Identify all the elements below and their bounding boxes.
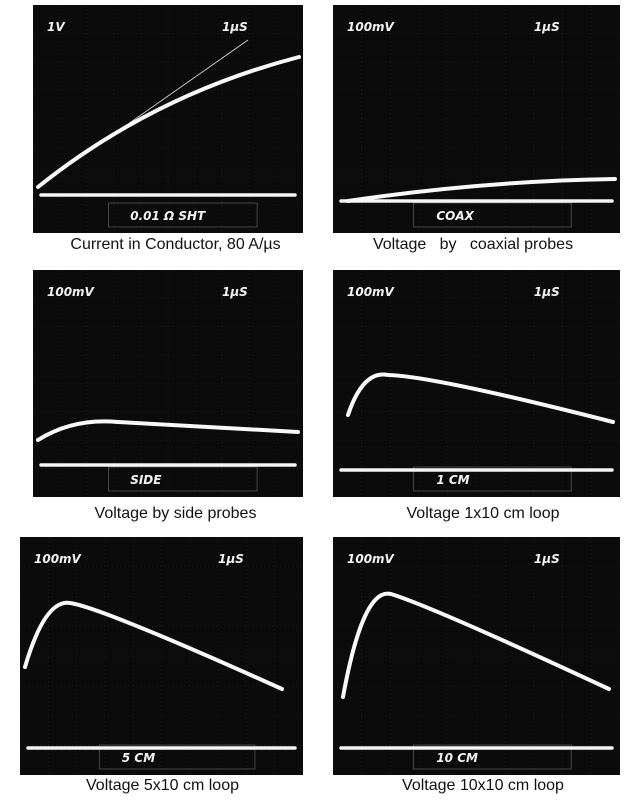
probe-label: SIDE: [130, 473, 162, 487]
caption: Voltage 1x10 cm loop: [406, 505, 560, 522]
scope-screen: 100mV 1µS 5 CM: [20, 537, 303, 775]
label-box: [108, 202, 258, 228]
oscilloscope-photo: 1V 1µS 0.01 Ω SHT: [33, 5, 303, 233]
time-scale: 1µS: [218, 552, 244, 566]
volts-scale: 100mV: [347, 285, 396, 299]
signal-trace: [36, 419, 300, 442]
signal-trace: [346, 177, 617, 203]
caption: Voltage by coaxial probes: [372, 236, 574, 253]
caption: Voltage by side probes: [94, 505, 257, 522]
signal-trace: [341, 591, 611, 699]
oscilloscope-photo: 100mV 1µS COAX: [333, 5, 620, 233]
signal-trace: [36, 55, 301, 189]
time-scale: 1µS: [534, 552, 560, 566]
volts-scale: 100mV: [347, 20, 396, 34]
caption: Current in Conductor, 80 A/µs: [70, 236, 281, 253]
volts-scale: 100mV: [34, 552, 83, 566]
label-box: [108, 466, 258, 492]
time-scale: 1µS: [222, 20, 248, 34]
probe-label: 5 CM: [122, 751, 155, 765]
probe-label: 0.01 Ω SHT: [130, 209, 206, 223]
volts-scale: 1V: [47, 20, 66, 34]
label-box: [412, 466, 572, 492]
label-box: [412, 202, 572, 228]
signal-trace: [346, 372, 615, 424]
caption: Voltage 10x10 cm loop: [402, 777, 564, 794]
probe-label: COAX: [436, 209, 474, 223]
label-box: [412, 744, 572, 770]
signal-trace: [23, 600, 284, 691]
oscilloscope-photo: 100mV 1µS 5 CM: [20, 537, 303, 775]
caption: Voltage 5x10 cm loop: [86, 777, 239, 794]
probe-label: 1 CM: [436, 473, 469, 487]
oscilloscope-photo: 100mV 1µS 10 CM: [333, 537, 620, 775]
volts-scale: 100mV: [347, 552, 396, 566]
scope-screen: 100mV 1µS COAX: [333, 5, 620, 233]
oscilloscope-photo: 100mV 1µS 1 CM: [333, 270, 620, 497]
oscilloscope-photo: 100mV 1µS SIDE: [33, 270, 303, 497]
time-scale: 1µS: [534, 20, 560, 34]
scope-screen: 1V 1µS 0.01 Ω SHT: [33, 5, 303, 233]
scope-screen: 100mV 1µS 1 CM: [333, 270, 620, 497]
scope-screen: 100mV 1µS 10 CM: [333, 537, 620, 775]
time-scale: 1µS: [534, 285, 560, 299]
label-box: [98, 744, 256, 770]
probe-label: 10 CM: [436, 751, 478, 765]
time-scale: 1µS: [222, 285, 248, 299]
scope-screen: 100mV 1µS SIDE: [33, 270, 303, 497]
volts-scale: 100mV: [47, 285, 96, 299]
